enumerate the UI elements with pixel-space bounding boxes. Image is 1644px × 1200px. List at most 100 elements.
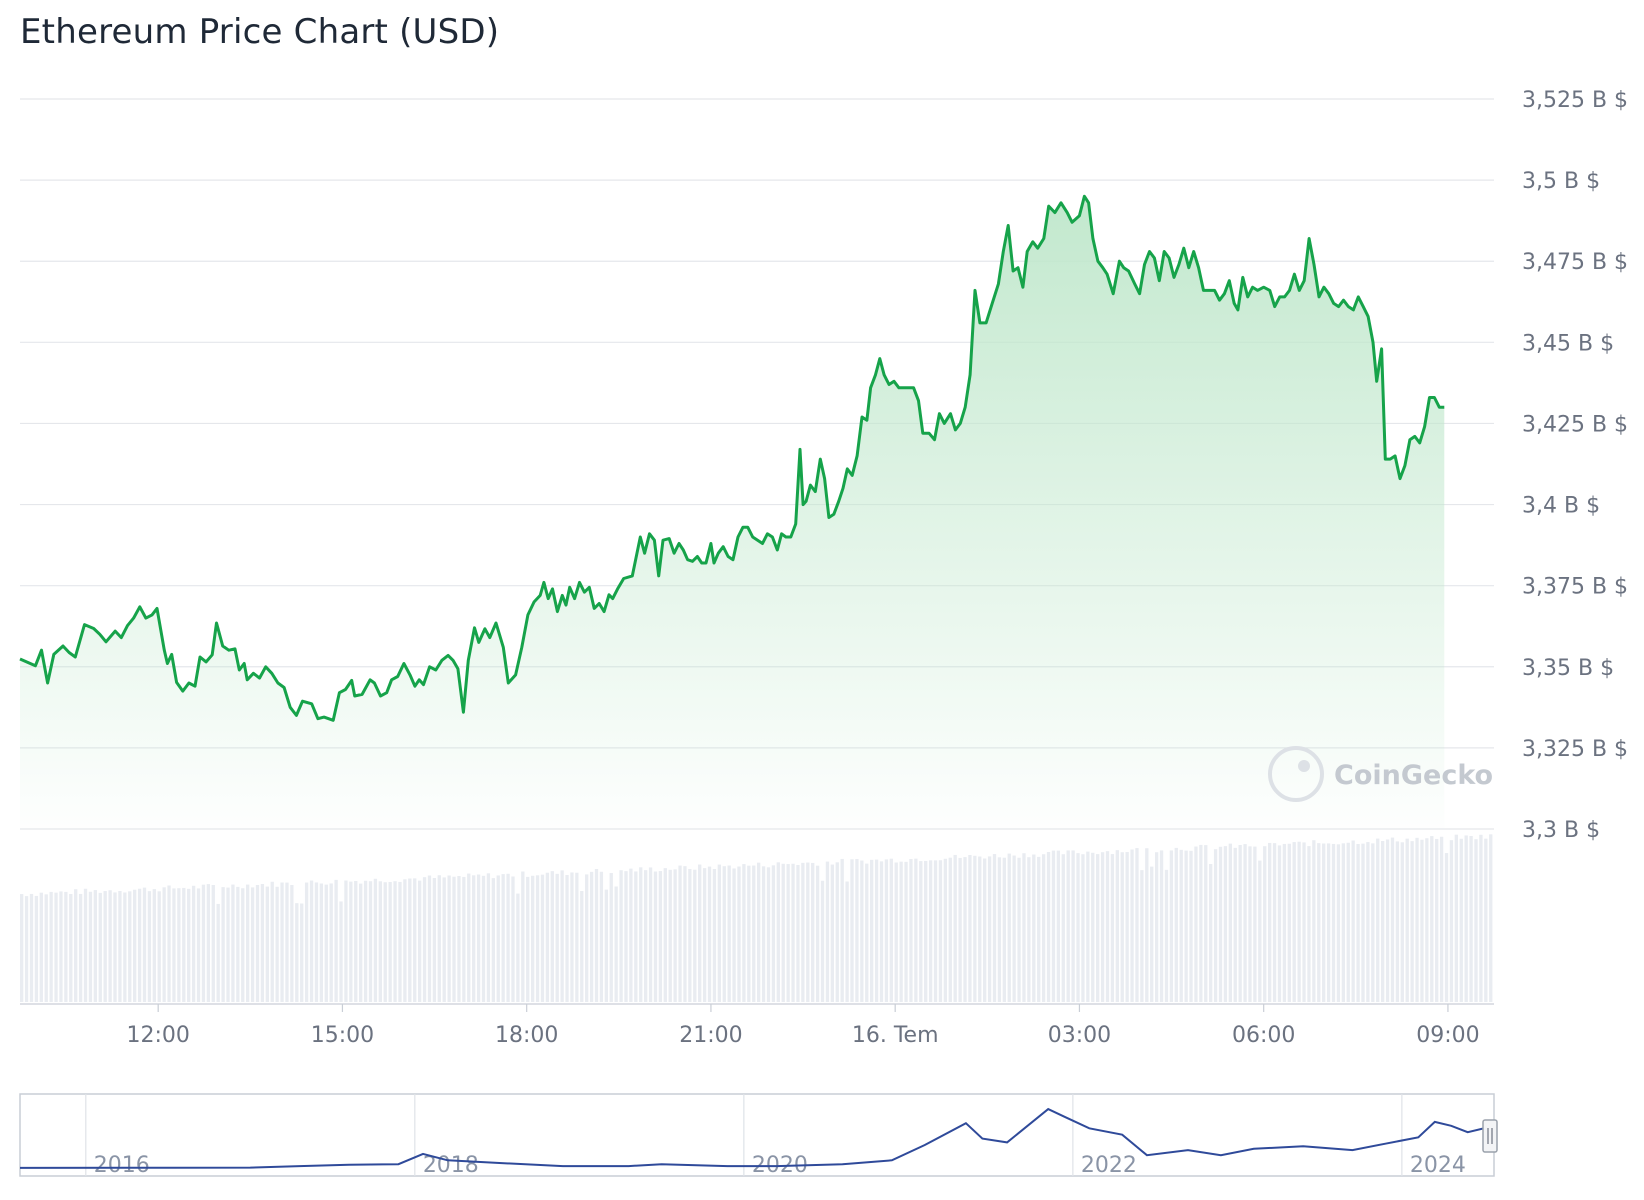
volume-bar bbox=[486, 873, 491, 1002]
volume-bar bbox=[491, 878, 495, 1002]
volume-bar bbox=[34, 895, 39, 1002]
volume-bar bbox=[275, 886, 279, 1002]
volume-bar bbox=[1184, 850, 1188, 1002]
volume-bar bbox=[639, 867, 643, 1002]
volume-bar bbox=[378, 881, 382, 1002]
volume-bar bbox=[840, 858, 844, 1002]
volume-bar bbox=[113, 892, 117, 1002]
volume-bars bbox=[20, 834, 1493, 1002]
navigator-tick-label: 2024 bbox=[1410, 1153, 1466, 1178]
navigator-handle[interactable] bbox=[1482, 1119, 1498, 1153]
volume-bar bbox=[599, 871, 604, 1002]
volume-bar bbox=[260, 884, 265, 1002]
volume-bar bbox=[427, 875, 432, 1002]
volume-bar bbox=[1474, 839, 1478, 1002]
volume-bar bbox=[1484, 838, 1488, 1002]
volume-bar bbox=[1395, 841, 1400, 1002]
volume-bar bbox=[668, 869, 672, 1002]
volume-bar bbox=[1071, 850, 1075, 1002]
volume-bar bbox=[830, 864, 835, 1002]
volume-bar bbox=[1479, 834, 1483, 1002]
volume-bar bbox=[290, 884, 294, 1002]
volume-bar bbox=[1267, 842, 1272, 1002]
volume-bar bbox=[619, 870, 623, 1002]
volume-bar bbox=[742, 864, 746, 1002]
volume-bar bbox=[1380, 841, 1385, 1002]
volume-bar bbox=[1371, 843, 1375, 1002]
volume-bar bbox=[879, 861, 884, 1002]
volume-bar bbox=[1346, 842, 1350, 1002]
volume-bar bbox=[757, 862, 761, 1002]
volume-bar bbox=[1164, 869, 1169, 1002]
volume-bar bbox=[1007, 853, 1011, 1002]
x-tick-label: 15:00 bbox=[311, 1023, 374, 1048]
volume-bar bbox=[643, 870, 648, 1002]
volume-bar bbox=[344, 880, 348, 1002]
volume-bar bbox=[1179, 849, 1183, 1002]
volume-bar bbox=[983, 858, 987, 1002]
navigator[interactable]: 2016 2018 2020 2022 2024 bbox=[19, 1093, 1498, 1178]
volume-bar bbox=[49, 891, 53, 1002]
volume-bar bbox=[368, 881, 373, 1002]
volume-bar bbox=[1287, 843, 1291, 1002]
volume-bar bbox=[860, 860, 864, 1002]
volume-bar bbox=[319, 883, 324, 1002]
price-line[interactable] bbox=[19, 194, 1445, 722]
volume-bar bbox=[698, 864, 702, 1002]
volume-bar bbox=[693, 869, 697, 1002]
volume-bar bbox=[393, 881, 397, 1002]
volume-bar bbox=[609, 873, 613, 1002]
volume-bar bbox=[1120, 852, 1124, 1002]
volume-bar bbox=[172, 888, 176, 1002]
y-tick-label: 3,4 B $ bbox=[1522, 494, 1600, 519]
volume-bar bbox=[624, 871, 628, 1002]
volume-bar bbox=[123, 892, 127, 1002]
watermark-text: CoinGecko bbox=[1334, 760, 1493, 791]
volume-bar bbox=[1140, 870, 1144, 1002]
volume-bar bbox=[1292, 842, 1296, 1002]
volume-bar bbox=[201, 884, 206, 1002]
volume-bar bbox=[1322, 843, 1326, 1002]
volume-bar bbox=[349, 881, 353, 1002]
volume-bar bbox=[786, 864, 790, 1002]
volume-bar bbox=[629, 868, 633, 1002]
volume-bar bbox=[1272, 843, 1277, 1002]
volume-bar bbox=[884, 859, 889, 1002]
volume-bar bbox=[889, 858, 893, 1002]
volume-bar bbox=[398, 881, 402, 1002]
volume-bar bbox=[752, 865, 756, 1002]
volume-bar bbox=[909, 859, 913, 1002]
volume-bar bbox=[167, 885, 171, 1002]
volume-bar bbox=[747, 865, 751, 1002]
navigator-frame bbox=[19, 1093, 1495, 1177]
x-axis: 12:00 15:00 18:00 21:00 16. Tem 03:00 06:00 09:… bbox=[20, 1003, 1494, 1048]
volume-bar bbox=[1150, 866, 1154, 1002]
volume-bar bbox=[658, 871, 663, 1002]
volume-bar bbox=[1361, 843, 1365, 1002]
volume-bar bbox=[1115, 850, 1119, 1002]
y-tick-label: 3,3 B $ bbox=[1522, 818, 1600, 843]
volume-bar bbox=[128, 891, 132, 1002]
volume-bar bbox=[314, 882, 319, 1002]
volume-bar bbox=[1420, 839, 1424, 1002]
volume-bar bbox=[1430, 836, 1434, 1002]
volume-bar bbox=[933, 860, 938, 1002]
volume-bar bbox=[1169, 850, 1174, 1002]
volume-bar bbox=[958, 857, 962, 1002]
volume-bar bbox=[182, 887, 186, 1002]
volume-bar bbox=[1459, 838, 1463, 1002]
x-tick-label: 16. Tem bbox=[852, 1023, 939, 1048]
volume-bar bbox=[943, 858, 948, 1002]
volume-bar bbox=[516, 893, 520, 1002]
volume-bar bbox=[712, 869, 717, 1002]
volume-bar bbox=[280, 882, 284, 1002]
volume-bar bbox=[221, 887, 225, 1002]
volume-bar bbox=[1076, 853, 1080, 1002]
volume-bar bbox=[1302, 842, 1306, 1002]
volume-bar bbox=[1489, 834, 1493, 1002]
volume-bar bbox=[1081, 854, 1085, 1002]
volume-bar bbox=[1159, 850, 1164, 1002]
volume-bar bbox=[796, 865, 800, 1002]
volume-bar bbox=[722, 866, 726, 1002]
